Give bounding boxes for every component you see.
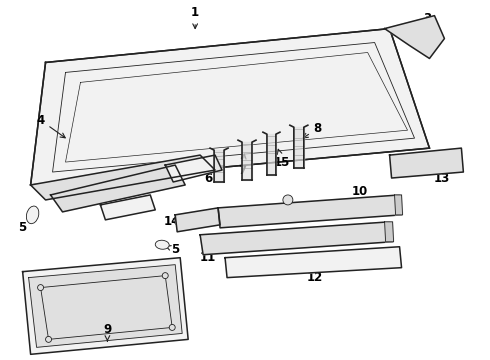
Text: 9: 9	[103, 323, 112, 342]
Text: 5: 5	[166, 243, 179, 256]
Text: 6: 6	[204, 162, 216, 185]
Ellipse shape	[155, 240, 169, 249]
Text: 1: 1	[191, 6, 199, 28]
Polygon shape	[294, 127, 304, 168]
Text: 13: 13	[433, 166, 449, 185]
Circle shape	[46, 336, 51, 342]
Ellipse shape	[26, 206, 39, 224]
Polygon shape	[30, 28, 429, 185]
Text: 7: 7	[238, 154, 246, 176]
Circle shape	[162, 273, 168, 279]
Circle shape	[169, 324, 175, 330]
Polygon shape	[50, 165, 185, 212]
Circle shape	[283, 195, 293, 205]
Text: 5: 5	[19, 216, 32, 234]
Text: 12: 12	[307, 264, 323, 284]
Text: 2: 2	[101, 203, 123, 216]
Polygon shape	[394, 195, 403, 215]
Polygon shape	[100, 195, 155, 220]
Text: 8: 8	[303, 122, 322, 138]
Text: 4: 4	[187, 163, 206, 176]
Polygon shape	[23, 258, 188, 354]
Text: 10: 10	[351, 185, 368, 203]
Polygon shape	[214, 150, 224, 182]
Polygon shape	[165, 155, 222, 182]
Text: 14: 14	[164, 215, 180, 228]
Text: 15: 15	[274, 149, 290, 168]
Text: 3: 3	[423, 12, 432, 35]
Polygon shape	[200, 222, 392, 255]
Polygon shape	[267, 134, 276, 175]
Polygon shape	[225, 247, 401, 278]
Text: 11: 11	[200, 245, 216, 264]
Polygon shape	[385, 222, 393, 242]
Polygon shape	[28, 265, 182, 347]
Polygon shape	[390, 148, 464, 178]
Polygon shape	[385, 15, 444, 58]
Circle shape	[38, 285, 44, 291]
Polygon shape	[242, 142, 252, 180]
Text: 4: 4	[36, 114, 65, 138]
Polygon shape	[30, 155, 215, 200]
Polygon shape	[175, 208, 220, 232]
Polygon shape	[218, 195, 401, 228]
